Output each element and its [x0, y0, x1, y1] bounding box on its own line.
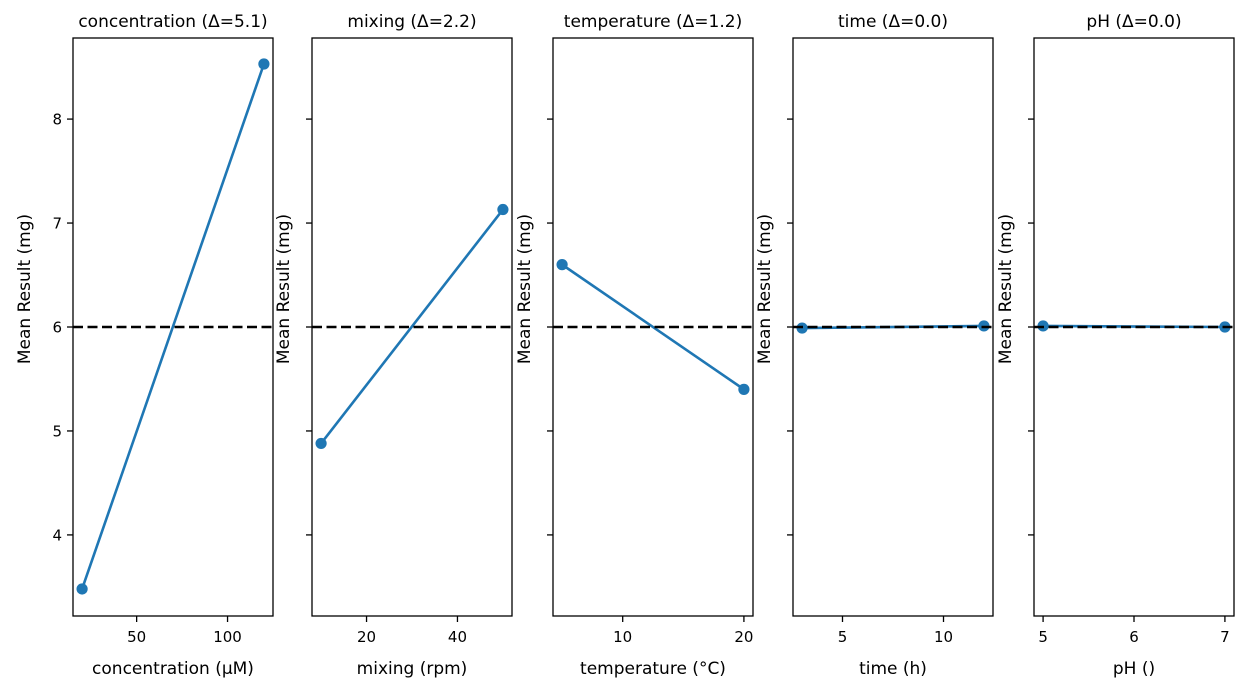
y-tick-label: 4: [52, 526, 62, 544]
x-tick-label: 7: [1220, 628, 1230, 646]
x-tick-label: 10: [934, 628, 953, 646]
data-line: [561, 263, 745, 391]
subplot-4: time (Δ=0.0) 5 10 time (h) Mean Result (mg): [755, 12, 994, 679]
x-axis-label: pH (): [1113, 659, 1155, 679]
subplot-title: pH (Δ=0.0): [1086, 12, 1181, 32]
y-axis-label: Mean Result (mg): [755, 214, 775, 364]
subplot-1: concentration (Δ=5.1) 50 100 4 5 6 7 8 concentra…: [15, 12, 274, 679]
y-tick-label: 7: [52, 215, 62, 233]
y-tick-label: 5: [52, 422, 62, 440]
x-axis-label: temperature (°C): [580, 659, 726, 679]
y-axis-label: Mean Result (mg): [996, 214, 1016, 364]
subplot-5: pH (Δ=0.0) 5 6 7 pH () Mean Result (mg): [996, 12, 1235, 679]
y-tick-label: 8: [52, 111, 62, 129]
data-line: [320, 208, 504, 445]
subplot-title: concentration (Δ=5.1): [78, 12, 267, 32]
x-axis-label: time (h): [859, 659, 927, 679]
y-axis-label: Mean Result (mg): [274, 214, 294, 364]
x-tick-label: 6: [1129, 628, 1139, 646]
plot-data: [553, 259, 753, 395]
data-point: [76, 583, 88, 595]
subplot-title: temperature (Δ=1.2): [564, 12, 742, 32]
data-point: [258, 58, 270, 70]
x-tick-label: 20: [357, 628, 376, 646]
x-tick-label: 20: [734, 628, 753, 646]
x-axis-label: mixing (rpm): [357, 659, 468, 679]
y-axis-label: Mean Result (mg): [515, 214, 535, 364]
data-point: [315, 437, 327, 450]
plot-data: [793, 320, 993, 334]
subplot-2: mixing (Δ=2.2) 20 40 mixing (rpm) Mean Resul…: [274, 12, 513, 679]
x-tick-label: 5: [1038, 628, 1048, 646]
plot-data: [312, 203, 512, 450]
y-tick-label: 6: [52, 319, 62, 337]
data-point: [556, 259, 568, 271]
x-tick-label: 10: [613, 628, 632, 646]
data-point: [497, 203, 509, 216]
subplot-title: mixing (Δ=2.2): [347, 12, 476, 32]
subplot-title: time (Δ=0.0): [838, 12, 948, 32]
data-line: [80, 63, 266, 590]
data-point: [738, 383, 750, 395]
subplot-3: temperature (Δ=1.2) 10 20 temperature (°C) M…: [515, 12, 754, 679]
x-tick-label: 100: [213, 628, 242, 646]
x-tick-label: 40: [448, 628, 467, 646]
plot-data: [73, 58, 273, 595]
x-tick-label: 5: [838, 628, 848, 646]
x-tick-label: 50: [127, 628, 146, 646]
plot-data: [1034, 320, 1234, 333]
y-axis-label: Mean Result (mg): [15, 214, 35, 364]
x-axis-label: concentration (µM): [92, 659, 254, 679]
